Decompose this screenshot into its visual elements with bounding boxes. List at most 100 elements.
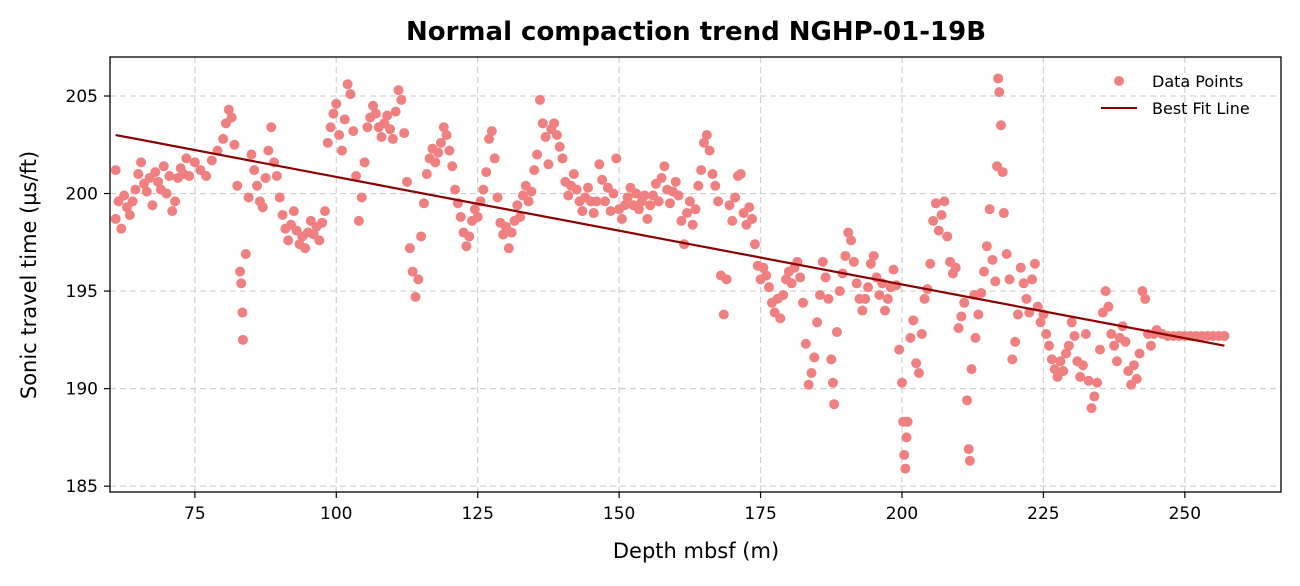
data-point: [827, 377, 838, 388]
data-point: [1012, 309, 1023, 320]
data-point: [984, 204, 995, 215]
data-point: [540, 131, 551, 142]
data-point: [704, 145, 715, 156]
data-point: [257, 202, 268, 213]
data-point: [619, 200, 630, 211]
data-point: [421, 169, 432, 180]
data-point: [1134, 348, 1145, 359]
data-point: [339, 114, 350, 125]
data-point: [882, 293, 893, 304]
data-point: [901, 432, 912, 443]
data-point: [939, 196, 950, 207]
data-point: [829, 399, 840, 410]
data-point: [469, 204, 480, 215]
data-point: [1120, 336, 1131, 347]
data-point: [407, 266, 418, 277]
data-point: [775, 313, 786, 324]
data-point: [478, 184, 489, 195]
data-point: [223, 104, 234, 115]
data-point: [747, 213, 758, 224]
data-point: [399, 128, 410, 139]
x-tick-label: 175: [744, 504, 776, 524]
data-point: [447, 161, 458, 172]
data-point: [860, 293, 871, 304]
data-point: [710, 180, 721, 191]
data-point: [962, 395, 973, 406]
data-point: [1021, 293, 1032, 304]
data-point: [981, 241, 992, 252]
data-point: [707, 169, 718, 180]
data-point: [1100, 286, 1111, 297]
data-point: [404, 243, 415, 254]
data-point: [1094, 344, 1105, 355]
data-point: [1046, 354, 1057, 365]
data-point: [693, 180, 704, 191]
data-point: [843, 227, 854, 238]
data-point: [758, 262, 769, 273]
data-point: [851, 278, 862, 289]
data-point: [1140, 293, 1151, 304]
data-point: [1041, 328, 1052, 339]
y-axis-ticks: 185 190 195 200 205: [66, 87, 110, 497]
data-point: [622, 192, 633, 203]
data-point: [795, 272, 806, 283]
data-point: [328, 108, 339, 119]
data-point: [577, 206, 588, 217]
y-tick-label: 190: [66, 380, 98, 400]
data-point: [410, 291, 421, 302]
y-tick-label: 205: [66, 87, 98, 107]
data-point: [863, 282, 874, 293]
data-point: [894, 344, 905, 355]
data-point: [817, 256, 828, 267]
data-point: [868, 250, 879, 261]
data-point: [953, 323, 964, 334]
data-point: [206, 155, 217, 166]
data-point: [913, 368, 924, 379]
data-point: [158, 161, 169, 172]
data-point: [591, 196, 602, 207]
data-point: [376, 131, 387, 142]
data-point: [124, 210, 135, 221]
data-point: [450, 184, 461, 195]
data-point: [161, 188, 172, 199]
data-point: [814, 289, 825, 300]
data-point: [888, 264, 899, 275]
data-point: [119, 190, 130, 201]
grid-lines: [110, 57, 1281, 492]
data-point: [840, 250, 851, 261]
data-point: [164, 170, 175, 181]
x-axis-ticks: 75 100 125 150 175 200 225 250: [184, 492, 1201, 524]
data-point: [288, 206, 299, 217]
data-point: [218, 133, 229, 144]
data-point: [642, 213, 653, 224]
data-point: [857, 305, 868, 316]
data-point: [933, 225, 944, 236]
data-point: [963, 444, 974, 455]
x-axis-label: Depth mbsf (m): [613, 539, 779, 563]
data-point: [314, 235, 325, 246]
data-point: [353, 215, 364, 226]
data-point: [266, 122, 277, 133]
data-point: [928, 215, 939, 226]
data-point: [994, 87, 1005, 98]
data-point: [481, 167, 492, 178]
data-point: [1075, 371, 1086, 382]
data-point: [300, 243, 311, 254]
data-point: [184, 170, 195, 181]
data-point: [786, 278, 797, 289]
data-point: [1106, 328, 1117, 339]
data-point: [1010, 336, 1021, 347]
data-point: [998, 208, 1009, 219]
data-point: [444, 145, 455, 156]
data-point: [631, 188, 642, 199]
data-point: [317, 217, 328, 228]
data-point: [240, 249, 251, 260]
data-point: [899, 449, 910, 460]
data-point: [966, 364, 977, 375]
data-point: [551, 130, 562, 141]
data-point: [594, 159, 605, 170]
data-point: [925, 258, 936, 269]
data-point: [571, 184, 582, 195]
data-point: [956, 311, 967, 322]
data-point: [823, 293, 834, 304]
